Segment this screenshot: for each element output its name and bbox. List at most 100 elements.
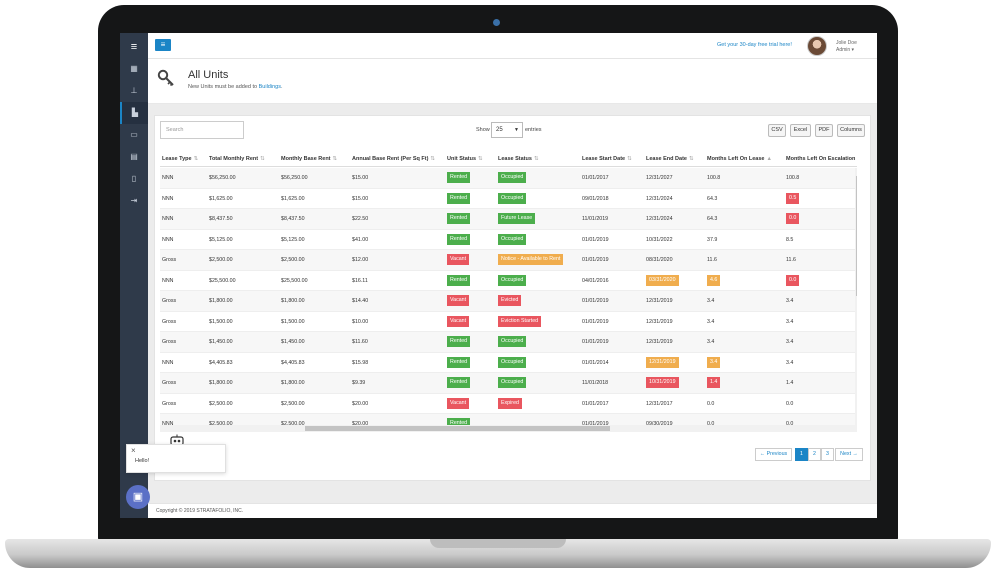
col-monthly-base-rent-header[interactable]: Monthly Base Rent ⇅: [281, 156, 337, 162]
show-label: Show: [476, 127, 490, 133]
mobile-icon[interactable]: ▯: [131, 174, 137, 183]
next-page-button[interactable]: Next →: [835, 448, 863, 461]
unit-status-badge: Vacant: [447, 397, 470, 409]
col-months-left-lease-cell: 64.3: [707, 216, 718, 222]
col-lease-type-cell: NNN: [162, 421, 174, 427]
col-lease-start-cell: 01/01/2017: [582, 175, 609, 181]
chat-popup: × Hello!: [126, 444, 226, 473]
col-monthly-base-rent-cell: $2,500.00: [281, 400, 305, 407]
col-total-monthly-rent-cell: $1,500.00: [209, 318, 233, 325]
col-months-left-escalation-cell: 3.4: [786, 318, 794, 325]
free-trial-link[interactable]: Get your 30-day free trial here!: [717, 42, 792, 48]
dashboard-icon[interactable]: ▦: [130, 64, 138, 73]
col-months-left-escalation-header[interactable]: Months Left On Escalation⇅: [786, 156, 857, 162]
col-total-monthly-rent-cell: $1,800.00: [209, 298, 233, 304]
search-input[interactable]: Search: [160, 121, 244, 139]
col-months-left-lease-header[interactable]: Months Left On Lease ▲: [707, 156, 772, 162]
col-annual-base-rent-cell: $15.98: [352, 359, 369, 366]
money-icon[interactable]: ▭: [130, 130, 138, 139]
sort-icon[interactable]: ⇅: [533, 156, 539, 162]
table-row[interactable]: Gross $1,450.00 $1,450.00 $11.60 Rented Occup…: [160, 332, 857, 353]
table-row[interactable]: NNN $56,250.00 $56,250.00 $15.00 Rented Occup…: [160, 168, 857, 189]
sort-icon[interactable]: ▲: [766, 156, 772, 162]
app-logo-icon[interactable]: ≡: [130, 41, 138, 53]
table-row[interactable]: NNN $4,405.83 $4,405.83 $15.98 Rented Occupie…: [160, 353, 857, 373]
user-name[interactable]: Jolie Doe: [836, 40, 857, 46]
lease-status-badge: Future Lease: [498, 213, 536, 224]
id-card-icon[interactable]: ▤: [130, 152, 138, 161]
col-annual-base-rent-cell: $20.00: [352, 400, 369, 407]
chat-launcher-icon[interactable]: ▣: [126, 485, 150, 509]
lease-status-badge: Occupied: [498, 356, 527, 368]
page-1-button[interactable]: 1: [795, 448, 808, 461]
col-monthly-base-rent-cell: $8,437.50: [281, 216, 305, 222]
page-size-select[interactable]: 25 ▼: [491, 122, 523, 138]
col-monthly-base-rent-cell: $2,500.00: [281, 257, 305, 263]
col-lease-type-cell: NNN: [162, 236, 174, 243]
col-lease-type-cell: Gross: [162, 339, 177, 345]
col-lease-end-cell: 12/31/2017: [646, 400, 673, 407]
col-lease-start-cell: 01/01/2014: [582, 359, 609, 366]
vertical-scroll-thumb[interactable]: [856, 176, 857, 296]
col-lease-type-header[interactable]: Lease Type ⇅: [162, 156, 198, 162]
col-lease-start-header[interactable]: Lease Start Date ⇅: [582, 156, 632, 162]
lease-status-badge: Occupied: [498, 233, 527, 245]
csv-button[interactable]: CSV: [768, 124, 786, 137]
columns-button[interactable]: Columns: [837, 124, 865, 137]
col-lease-end-cell: 10/31/2022: [646, 236, 673, 243]
col-lease-start-cell: 09/01/2018: [582, 195, 609, 202]
logout-icon[interactable]: ⇥: [130, 196, 138, 205]
unit-status-badge: Vacant: [447, 254, 470, 265]
page-2-button[interactable]: 2: [808, 448, 821, 461]
lease-status-badge: Notice - Available to Rent: [498, 254, 564, 265]
col-lease-start-cell: 01/01/2019: [582, 421, 609, 427]
key-icon: [157, 69, 174, 87]
page-3-button[interactable]: 3: [821, 448, 834, 461]
col-total-monthly-rent-cell: $56,250.00: [209, 175, 236, 181]
vertical-scrollbar[interactable]: [855, 168, 857, 430]
pdf-button[interactable]: PDF: [815, 124, 833, 137]
horizontal-scrollbar[interactable]: [160, 425, 857, 432]
col-lease-type-cell: Gross: [162, 400, 177, 407]
org-chart-icon[interactable]: ⊥: [130, 86, 138, 95]
table-row[interactable]: NNN $8,437.50 $8,437.50 $22.50 Rented Future …: [160, 209, 857, 230]
table-row[interactable]: NNN $1,625.00 $1,625.00 $15.00 Rented Occupie…: [160, 189, 857, 209]
col-total-monthly-rent-cell: $25,500.00: [209, 277, 236, 284]
buildings-link[interactable]: Buildings: [258, 84, 281, 90]
close-icon[interactable]: ×: [131, 446, 136, 455]
table-row[interactable]: NNN $5,125.00 $5,125.00 $41.00 Rented Occupie…: [160, 230, 857, 250]
col-lease-end-header[interactable]: Lease End Date ⇅: [646, 156, 694, 162]
sort-icon[interactable]: ⇅: [478, 156, 483, 162]
sort-icon[interactable]: ⇅: [430, 156, 436, 162]
col-total-monthly-rent-header[interactable]: Total Monthly Rent ⇅: [209, 156, 265, 162]
col-unit-status-header[interactable]: Unit Status ⇅: [447, 156, 483, 162]
table-row[interactable]: Gross $1,800.00 $1,800.00 $9.39 Rented Occupi…: [160, 373, 857, 394]
col-lease-type-cell: Gross: [162, 380, 177, 386]
column-label: Lease Type: [162, 156, 192, 162]
excel-button[interactable]: Excel: [790, 124, 811, 137]
table-row[interactable]: Gross $2,500.00 $2,500.00 $20.00 Vacant Expir…: [160, 394, 857, 414]
user-role-dropdown[interactable]: Admin ▾: [836, 47, 855, 53]
buildings-icon[interactable]: ▙: [120, 102, 148, 124]
avatar[interactable]: [807, 36, 827, 56]
col-months-left-lease-cell: 3.4: [707, 298, 715, 304]
col-annual-base-rent-header[interactable]: Annual Base Rent (Per Sq Ft) ⇅: [352, 156, 435, 162]
sort-icon[interactable]: ⇅: [260, 156, 265, 162]
col-lease-status-header[interactable]: Lease Status ⇅: [498, 156, 539, 162]
col-lease-type-cell: Gross: [162, 257, 177, 263]
col-months-left-escalation-cell: 0.0: [786, 400, 794, 407]
table-row[interactable]: Gross $1,800.00 $1,800.00 $14.40 Vacant Evict…: [160, 291, 857, 312]
horizontal-scroll-thumb[interactable]: [305, 426, 610, 431]
sort-icon[interactable]: ⇅: [627, 156, 632, 162]
sort-icon[interactable]: ⇅: [193, 156, 199, 162]
sort-icon[interactable]: ⇅: [332, 156, 338, 162]
lease-status-badge: Occupied: [498, 172, 527, 183]
sort-icon[interactable]: ⇅: [688, 156, 694, 162]
menu-toggle-button[interactable]: ≡: [155, 39, 171, 51]
table-row[interactable]: Gross $1,500.00 $1,500.00 $10.00 Vacant Evict…: [160, 312, 857, 332]
table-row[interactable]: Gross $2,500.00 $2,500.00 $12.00 Vacant Notic…: [160, 250, 857, 271]
col-lease-start-cell: 01/01/2019: [582, 318, 609, 325]
table-row[interactable]: NNN $25,500.00 $25,500.00 $16.11 Rented Occup…: [160, 271, 857, 291]
previous-page-button[interactable]: ← Previous: [755, 448, 792, 461]
